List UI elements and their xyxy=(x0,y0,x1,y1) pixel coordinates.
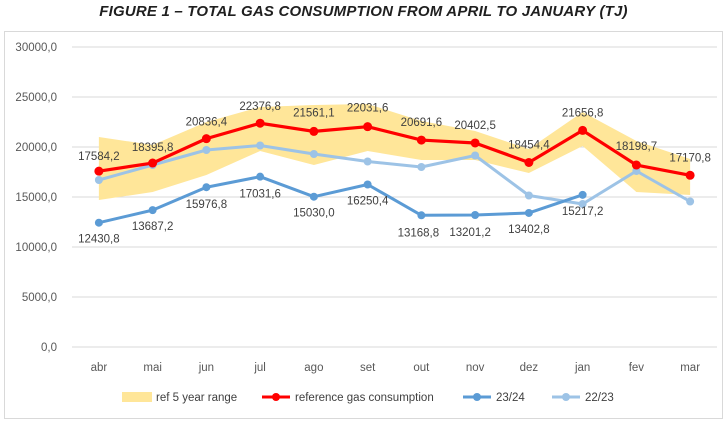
data-point xyxy=(686,197,695,206)
data-point xyxy=(94,176,103,184)
data-label: 12430,8 xyxy=(78,234,120,246)
data-point xyxy=(255,118,265,128)
data-point xyxy=(524,157,534,167)
legend-item: 22/23 xyxy=(552,392,614,404)
data-point xyxy=(578,200,587,208)
legend-layer: ref 5 year range reference gas consumptio… xyxy=(122,392,614,404)
legend-marker xyxy=(562,393,570,401)
data-label: 13402,8 xyxy=(508,224,550,236)
x-tick-label: dez xyxy=(520,362,539,374)
data-label: 18198,7 xyxy=(616,141,658,153)
data-point xyxy=(309,192,318,201)
data-point xyxy=(578,125,588,135)
legend-label: 22/23 xyxy=(585,392,614,404)
legend-marker xyxy=(272,393,280,401)
data-point xyxy=(148,206,157,215)
chart-frame xyxy=(4,31,723,419)
x-tick-label: jan xyxy=(574,362,590,374)
data-point xyxy=(309,150,318,158)
data-label: 20691,6 xyxy=(401,117,443,129)
data-label: 13201,2 xyxy=(449,227,491,239)
data-point xyxy=(471,151,480,160)
data-label: 15030,0 xyxy=(293,208,335,220)
y-tick-label: 0,0 xyxy=(41,342,57,354)
data-label: 20402,5 xyxy=(454,120,496,132)
x-tick-label: jun xyxy=(198,362,214,374)
series-line xyxy=(98,121,691,177)
legend-marker xyxy=(473,393,481,401)
data-point xyxy=(631,160,641,170)
data-label: 13687,2 xyxy=(132,221,174,233)
y-tick-label: 25000,0 xyxy=(15,92,57,104)
data-label: 20836,4 xyxy=(186,117,228,129)
series-line xyxy=(98,175,584,225)
x-tick-label: out xyxy=(413,362,430,374)
data-point xyxy=(201,134,211,144)
data-point xyxy=(94,218,103,227)
x-tick-label: ago xyxy=(304,362,323,374)
data-label: 15217,2 xyxy=(562,206,604,218)
data-point xyxy=(524,191,533,200)
data-label: 21656,8 xyxy=(562,107,604,119)
legend-label: 23/24 xyxy=(496,392,525,404)
data-label: 18395,8 xyxy=(132,142,174,154)
legend-label: ref 5 year range xyxy=(156,392,237,404)
data-point xyxy=(417,163,426,171)
data-point xyxy=(471,210,480,219)
x-tick-label: abr xyxy=(91,362,108,374)
data-label: 22031,6 xyxy=(347,103,389,115)
data-point xyxy=(256,141,265,150)
data-label: 17170,8 xyxy=(669,152,711,164)
data-point xyxy=(470,138,480,148)
data-point xyxy=(94,166,104,176)
data-point xyxy=(202,146,211,154)
x-tick-label: nov xyxy=(466,362,485,374)
x-tick-label: fev xyxy=(629,362,645,374)
data-label: 17584,2 xyxy=(78,151,120,163)
data-label: 21561,1 xyxy=(293,107,335,119)
series-layer xyxy=(94,118,695,227)
data-point xyxy=(148,158,158,168)
legend-item: reference gas consumption xyxy=(262,392,434,404)
data-point xyxy=(363,122,373,132)
legend-swatch xyxy=(122,392,152,402)
axis-layer: 0,0 5000,0 10000,0 15000,0 20000,0 25000,0 300… xyxy=(15,42,700,374)
data-label: 22376,8 xyxy=(239,101,281,113)
y-tick-label: 30000,0 xyxy=(15,42,57,54)
data-label: 18454,4 xyxy=(508,139,550,151)
chart-title: FIGURE 1 – TOTAL GAS CONSUMPTION FROM AP… xyxy=(99,3,628,20)
legend-label: reference gas consumption xyxy=(295,392,434,404)
label-layer: 17584,2 18395,8 20836,4 22376,8 21561,1 22031… xyxy=(78,101,711,245)
data-point xyxy=(256,172,265,181)
data-point xyxy=(524,208,533,217)
data-point xyxy=(685,170,695,180)
data-label: 15976,8 xyxy=(186,199,228,211)
grid-layer xyxy=(72,46,717,348)
data-point xyxy=(202,183,211,192)
data-label: 13168,8 xyxy=(398,227,440,239)
data-point xyxy=(417,211,426,220)
series-line xyxy=(98,144,691,206)
y-tick-label: 5000,0 xyxy=(22,292,57,304)
x-tick-label: set xyxy=(360,362,376,374)
data-point xyxy=(363,157,372,166)
y-tick-label: 10000,0 xyxy=(15,242,57,254)
legend-item: 23/24 xyxy=(463,392,525,404)
x-tick-label: jul xyxy=(253,362,266,374)
data-label: 16250,4 xyxy=(347,195,389,207)
y-tick-label: 15000,0 xyxy=(15,192,57,204)
legend-item: ref 5 year range xyxy=(122,392,237,404)
y-tick-label: 20000,0 xyxy=(15,142,57,154)
data-point xyxy=(363,180,372,189)
data-label: 17031,6 xyxy=(239,189,281,201)
data-point xyxy=(309,126,319,136)
data-point xyxy=(416,135,426,145)
data-point xyxy=(578,190,587,199)
x-tick-label: mai xyxy=(143,362,162,374)
x-tick-label: mar xyxy=(680,362,700,374)
